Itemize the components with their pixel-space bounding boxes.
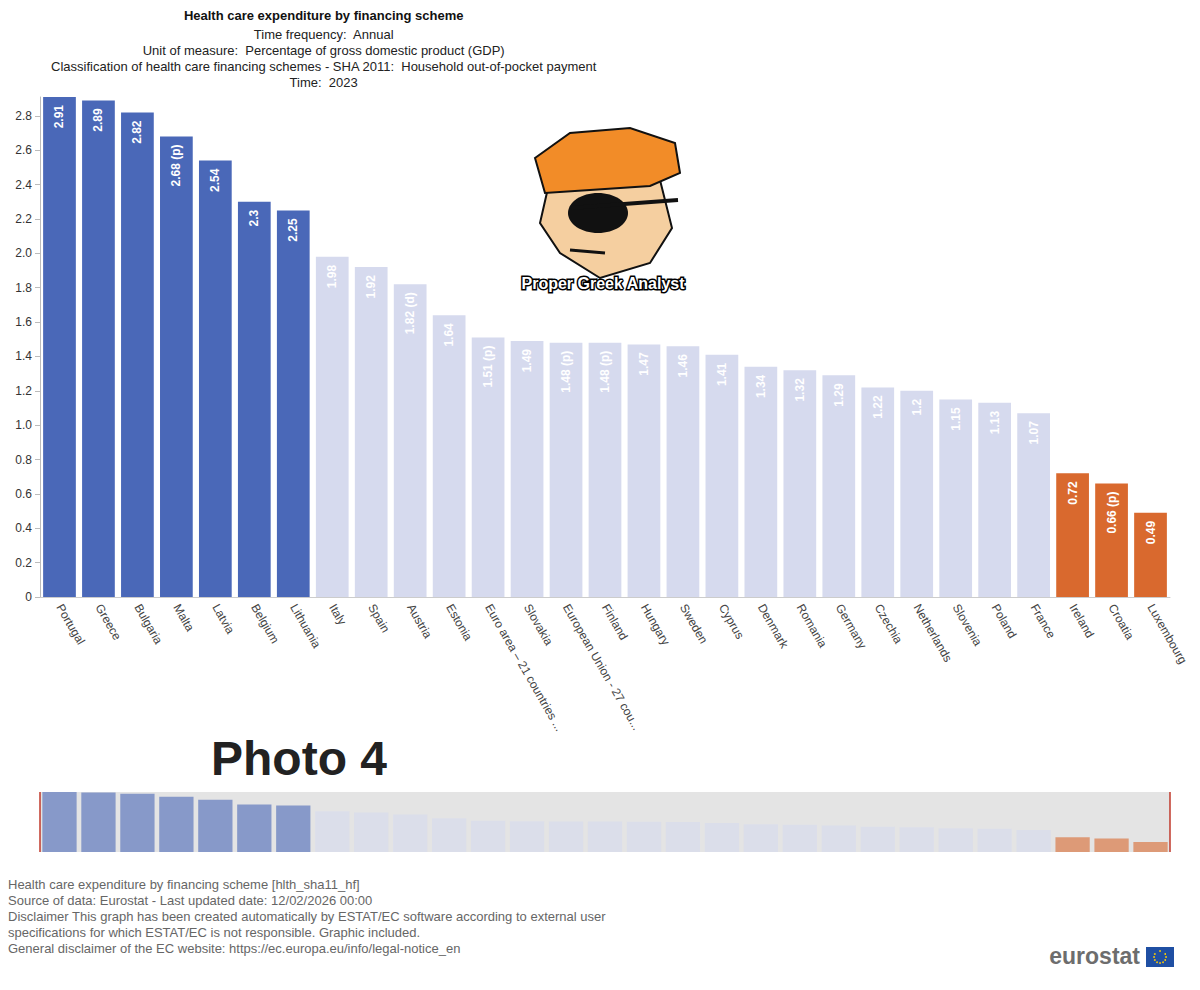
svg-text:Malta: Malta	[170, 601, 197, 634]
svg-text:Cyprus: Cyprus	[716, 601, 747, 641]
svg-text:1.2: 1.2	[910, 398, 924, 415]
svg-text:1.49: 1.49	[520, 349, 534, 373]
svg-text:Italy: Italy	[326, 601, 349, 627]
svg-text:1.4: 1.4	[15, 349, 32, 363]
svg-text:2.68 (p): 2.68 (p)	[169, 145, 183, 187]
svg-text:1.48 (p): 1.48 (p)	[559, 351, 573, 393]
svg-text:Portugal: Portugal	[53, 601, 87, 647]
svg-text:Time frequency: Annual: Time frequency: Annual	[254, 27, 394, 42]
svg-text:France: France	[1028, 601, 1059, 641]
svg-text:Classification of health care: Classification of health care financing …	[51, 59, 597, 74]
svg-text:2.54: 2.54	[208, 168, 222, 192]
svg-text:Germany: Germany	[833, 601, 870, 651]
svg-text:1.48 (p): 1.48 (p)	[598, 351, 612, 393]
svg-text:Unit of measure: Percentage o: Unit of measure: Percentage of gross dom…	[143, 43, 505, 58]
svg-text:2.91: 2.91	[52, 105, 66, 129]
svg-text:1.6: 1.6	[15, 315, 32, 329]
svg-text:Poland: Poland	[989, 601, 1020, 640]
svg-text:Photo 4: Photo 4	[211, 732, 387, 785]
svg-text:Euro area – 21 countries ...: Euro area – 21 countries ...	[482, 601, 566, 733]
svg-text:Hungary: Hungary	[638, 601, 673, 647]
svg-text:1.8: 1.8	[15, 281, 32, 295]
svg-text:Austria: Austria	[404, 601, 435, 641]
svg-text:2.8: 2.8	[15, 109, 32, 123]
svg-text:Disclaimer This graph has been: Disclaimer This graph has been created a…	[8, 909, 606, 924]
svg-text:Latvia: Latvia	[209, 601, 237, 636]
svg-text:Ireland: Ireland	[1067, 601, 1097, 640]
svg-text:1.15: 1.15	[949, 407, 963, 431]
svg-text:General disclaimer of the EC w: General disclaimer of the EC website: ht…	[8, 941, 460, 956]
svg-text:Health care expenditure by fin: Health care expenditure by financing sch…	[8, 877, 360, 892]
svg-text:Bulgaria: Bulgaria	[131, 601, 165, 646]
svg-text:0.2: 0.2	[15, 556, 32, 570]
svg-text:Czechia: Czechia	[872, 601, 906, 646]
svg-text:1.47: 1.47	[637, 352, 651, 376]
svg-text:Estonia: Estonia	[443, 601, 475, 643]
svg-text:2.4: 2.4	[15, 178, 32, 192]
svg-text:1.22: 1.22	[871, 395, 885, 419]
svg-text:Time: 2023: Time: 2023	[290, 75, 358, 90]
svg-text:2.82: 2.82	[130, 120, 144, 144]
svg-text:Belgium: Belgium	[248, 601, 282, 646]
svg-text:1.98: 1.98	[325, 264, 339, 288]
svg-text:0: 0	[25, 590, 32, 604]
svg-text:Health care expenditure by fin: Health care expenditure by financing sch…	[184, 8, 464, 23]
svg-text:specifications for which ESTAT: specifications for which ESTAT/EC is not…	[8, 925, 420, 940]
svg-text:1.92: 1.92	[364, 275, 378, 299]
svg-text:Croatia: Croatia	[1105, 601, 1137, 642]
svg-text:Spain: Spain	[365, 601, 392, 635]
svg-text:Greece: Greece	[92, 601, 124, 642]
svg-text:Proper Greek Analyst: Proper Greek Analyst	[522, 275, 686, 292]
svg-text:Netherlands: Netherlands	[911, 601, 955, 664]
svg-text:2.89: 2.89	[91, 108, 105, 132]
svg-text:1.64: 1.64	[442, 323, 456, 347]
svg-text:1.82 (d): 1.82 (d)	[403, 292, 417, 334]
svg-text:1.2: 1.2	[15, 384, 32, 398]
svg-text:1.46: 1.46	[676, 354, 690, 378]
svg-text:Denmark: Denmark	[755, 601, 792, 651]
svg-text:2.0: 2.0	[15, 246, 32, 260]
svg-text:2.25: 2.25	[286, 218, 300, 242]
svg-text:Source of data: Eurostat - Las: Source of data: Eurostat - Last updated …	[8, 893, 372, 908]
svg-text:1.32: 1.32	[793, 378, 807, 402]
svg-text:0.4: 0.4	[15, 521, 32, 535]
svg-text:1.0: 1.0	[15, 418, 32, 432]
svg-text:Luxembourg: Luxembourg	[1144, 601, 1189, 666]
svg-text:2.6: 2.6	[15, 143, 32, 157]
svg-text:Romania: Romania	[794, 601, 830, 650]
svg-text:1.13: 1.13	[988, 411, 1002, 435]
svg-text:Slovakia: Slovakia	[521, 601, 556, 648]
svg-text:European Union - 27 cou...: European Union - 27 cou...	[560, 601, 644, 732]
svg-text:2.2: 2.2	[15, 212, 32, 226]
svg-text:0.8: 0.8	[15, 453, 32, 467]
svg-text:1.07: 1.07	[1027, 421, 1041, 445]
svg-text:1.29: 1.29	[832, 383, 846, 407]
svg-text:0.6: 0.6	[15, 487, 32, 501]
svg-text:2.3: 2.3	[247, 209, 261, 226]
svg-text:1.51 (p): 1.51 (p)	[481, 346, 495, 388]
svg-text:1.34: 1.34	[754, 374, 768, 398]
svg-text:0.49: 0.49	[1144, 520, 1158, 544]
svg-text:Lithuania: Lithuania	[287, 601, 324, 650]
svg-text:eurostat: eurostat	[1049, 943, 1140, 969]
svg-text:0.66 (p): 0.66 (p)	[1105, 492, 1119, 534]
svg-text:1.41: 1.41	[715, 362, 729, 386]
svg-text:0.72: 0.72	[1066, 481, 1080, 505]
svg-text:Slovenia: Slovenia	[950, 601, 985, 648]
svg-text:Sweden: Sweden	[677, 601, 711, 646]
svg-text:Finland: Finland	[599, 601, 631, 642]
